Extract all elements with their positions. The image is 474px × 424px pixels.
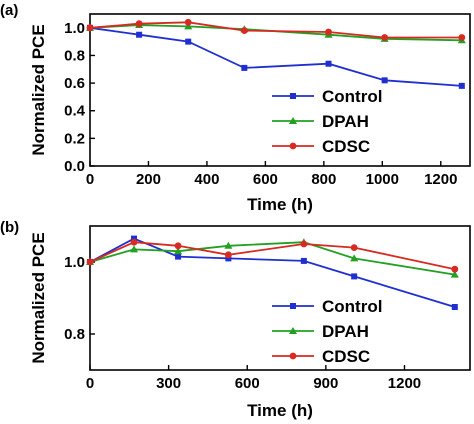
- data-point-cdsc: [135, 20, 143, 28]
- y-tick-label: 0.8: [64, 47, 85, 64]
- data-point-dpah: [174, 247, 183, 255]
- data-point-control: [175, 253, 182, 260]
- series-line-dpah: [89, 241, 455, 276]
- x-axis-title: Time (h): [247, 195, 313, 214]
- x-tick-label: 0: [86, 171, 94, 188]
- legend-label: Control: [322, 87, 382, 106]
- data-point-control: [185, 38, 192, 45]
- data-point-cdsc: [381, 34, 389, 41]
- data-point-cdsc: [300, 240, 308, 248]
- data-point-dpah: [450, 270, 459, 278]
- data-point-control: [458, 82, 465, 89]
- y-tick-label: 0.8: [64, 326, 85, 343]
- y-tick-label: 0.0: [64, 158, 85, 175]
- data-point-control: [131, 235, 138, 242]
- x-tick-label: 600: [235, 375, 260, 392]
- y-tick-label: 0.6: [64, 75, 85, 92]
- data-point-cdsc: [86, 24, 94, 32]
- y-axis-title: Normalized PCE: [29, 24, 48, 155]
- legend-label: DPAH: [322, 112, 369, 131]
- legend-marker: [289, 352, 297, 360]
- legend-label: Control: [322, 297, 382, 316]
- legend-marker: [289, 327, 297, 334]
- legend-marker: [289, 117, 297, 124]
- legend-marker: [289, 142, 297, 150]
- data-point-cdsc: [184, 18, 192, 26]
- legend-label: DPAH: [322, 322, 369, 341]
- legend-marker: [290, 93, 296, 99]
- data-point-control: [300, 257, 307, 264]
- legend-marker: [290, 303, 296, 309]
- x-tick-label: 900: [313, 375, 338, 392]
- x-tick-label: 1000: [366, 171, 399, 188]
- y-axis-title: Normalized PCE: [29, 232, 48, 363]
- x-tick-label: 1200: [388, 375, 421, 392]
- panel-label: (a): [0, 2, 18, 19]
- plot-frame: [89, 13, 471, 167]
- data-point-dpah: [350, 254, 359, 262]
- data-point-cdsc: [130, 238, 138, 246]
- x-tick-label: 300: [156, 375, 181, 392]
- data-point-cdsc: [224, 251, 232, 259]
- x-tick-label: 200: [136, 171, 161, 188]
- x-tick-label: 1200: [424, 171, 457, 188]
- data-point-control: [325, 60, 332, 67]
- x-tick-label: 600: [253, 171, 278, 188]
- data-point-dpah: [224, 241, 233, 249]
- data-point-cdsc: [174, 242, 182, 250]
- x-tick-label: 800: [311, 171, 336, 188]
- x-axis-title: Time (h): [247, 401, 313, 420]
- series-line-control: [89, 26, 462, 87]
- chart-panel-a: (a) 0 200 400 600 800 1000 1200 0.0 0.2 0.4 0.6 0.8 1…: [0, 2, 471, 214]
- data-point-control: [351, 273, 358, 280]
- data-point-control: [381, 77, 388, 84]
- data-point-control: [241, 64, 248, 71]
- legend-label: CDSC: [322, 347, 370, 366]
- data-point-cdsc: [350, 244, 358, 252]
- legend-label: CDSC: [322, 137, 370, 156]
- y-tick-label: 1.0: [64, 20, 85, 37]
- data-point-dpah: [130, 245, 139, 253]
- data-point-cdsc: [325, 28, 332, 36]
- plot-frame: [89, 225, 471, 371]
- y-tick-label: 0.4: [64, 103, 86, 120]
- data-point-cdsc: [458, 34, 466, 41]
- data-point-control: [136, 31, 143, 38]
- x-tick-label: 0: [86, 375, 94, 392]
- data-point-control: [451, 304, 458, 310]
- y-tick-label: 1.0: [64, 254, 85, 271]
- x-tick-label: 400: [194, 171, 219, 188]
- data-point-dpah: [184, 22, 193, 30]
- data-point-cdsc: [240, 27, 248, 34]
- data-point-cdsc: [451, 265, 459, 273]
- y-tick-label: 0.2: [64, 130, 85, 147]
- panel-label: (b): [0, 219, 19, 236]
- data-point-cdsc: [86, 258, 94, 266]
- data-point-control: [225, 255, 232, 262]
- chart-panel-b: (b) 0 300 600 900 1200 0.8 1.0 Time (h) Normalize…: [0, 219, 471, 420]
